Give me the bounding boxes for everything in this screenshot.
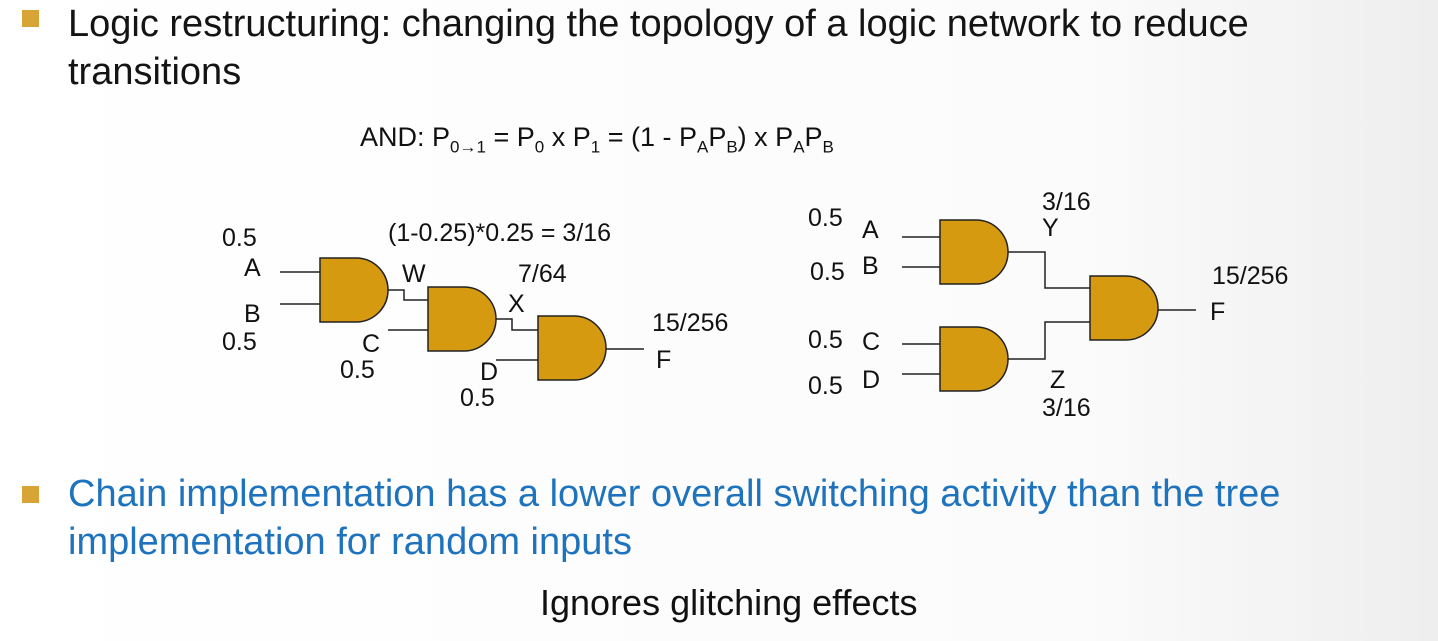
wire-x [496,318,538,331]
output-label: F [656,346,671,374]
formula-sub: 0 [534,137,545,157]
output-label: F [1210,298,1225,326]
chain-calc-label: (1-0.25)*0.25 = 3/16 [388,219,611,247]
input-label: A [862,216,879,244]
input-label: A [244,254,261,282]
prob-label: 3/16 [1042,394,1091,422]
and-gate-y [939,219,1009,285]
prob-label: 15/256 [1212,262,1288,290]
formula-part: AND: P [360,122,451,152]
formula-sub: B [726,137,738,157]
input-label: C [362,330,380,358]
and-gate-1 [319,257,389,323]
input-label: D [862,366,880,394]
formula-part: = P [485,122,535,152]
bullet-marker [22,10,39,27]
wire-w [388,289,428,301]
prob-label: 0.5 [808,372,843,400]
prob-label: 0.5 [810,258,845,286]
formula-part: P [804,122,823,152]
chain-circuit: (1-0.25)*0.25 = 3/16 0.5 A B 0.5 W C 0.5… [222,219,728,412]
formula-part: x P [544,122,591,152]
glitching-note: Ignores glitching effects [540,582,918,623]
tree-circuit: 0.5 A 0.5 B 0.5 C 0.5 D 3/16 Y Z 3/16 15… [808,188,1288,422]
formula-sub: B [822,137,834,157]
node-label: W [402,260,426,288]
prob-label: 0.5 [808,204,843,232]
formula-sub: 0→1 [450,137,486,157]
and-gate-z [939,326,1009,392]
formula-part: P [708,122,727,152]
prob-label: 0.5 [460,384,495,412]
node-label: Z [1050,366,1065,394]
input-label: B [244,300,261,328]
and-gate-f [1089,275,1159,341]
wire-y [1008,251,1090,289]
bullet-text-chain-vs-tree: Chain implementation has a lower overall… [68,473,1281,563]
wire-z [1008,321,1090,360]
formula-sub: 1 [590,137,601,157]
prob-label: 7/64 [518,260,567,288]
prob-label: 0.5 [340,356,375,384]
prob-label: 0.5 [222,224,257,252]
and-probability-formula: AND: P0→1 = P0 x P1 = (1 - PAPB) x PAPB [360,122,834,157]
prob-label: 0.5 [222,328,257,356]
input-label: C [862,328,880,356]
formula-sub: A [696,137,709,157]
input-label: D [480,358,498,386]
bullet-marker [22,486,39,503]
formula-sub: A [793,137,805,157]
node-label: Y [1042,214,1059,242]
and-gate-2 [427,286,497,352]
prob-label: 15/256 [652,309,728,337]
and-gate-3 [537,315,607,381]
bullet-text-restructuring: Logic restructuring: changing the topolo… [68,3,1249,93]
node-label: X [508,290,525,318]
formula-part: ) x P [737,122,794,152]
prob-label: 3/16 [1042,188,1091,216]
formula-part: = (1 - P [600,122,697,152]
prob-label: 0.5 [808,326,843,354]
input-label: B [862,252,879,280]
